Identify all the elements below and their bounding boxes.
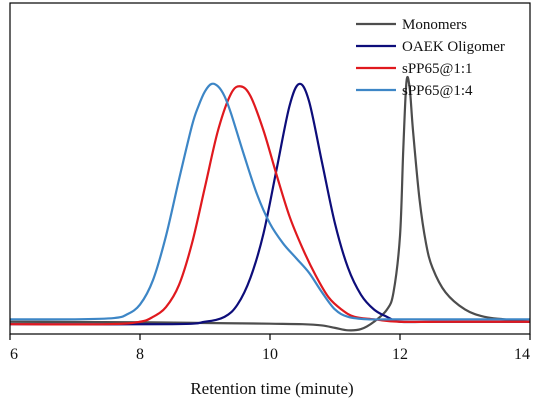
series-line-4 <box>9 82 530 321</box>
x-tick-label: 6 <box>10 346 18 363</box>
x-axis-title: Retention time (minute) <box>190 379 353 398</box>
legend-label-1: Monomers <box>402 17 467 33</box>
x-tick-label: 8 <box>136 346 144 363</box>
legend-label-4: sPP65@1:4 <box>402 83 473 99</box>
legend-label-2: OAEK Oligomer <box>402 39 505 55</box>
x-tick-label: 10 <box>262 346 278 363</box>
legend: Monomers OAEK Oligomer sPP65@1:1 sPP65@1:4 <box>356 17 505 99</box>
series-line-1 <box>9 76 531 332</box>
x-tick-label: 12 <box>392 346 408 363</box>
series-line-2 <box>9 82 530 326</box>
legend-label-3: sPP65@1:1 <box>402 61 473 77</box>
plot-lines <box>9 76 531 332</box>
x-axis-ticks: 6 8 10 12 14 <box>9 334 531 363</box>
x-tick-label: 14 <box>514 346 530 363</box>
